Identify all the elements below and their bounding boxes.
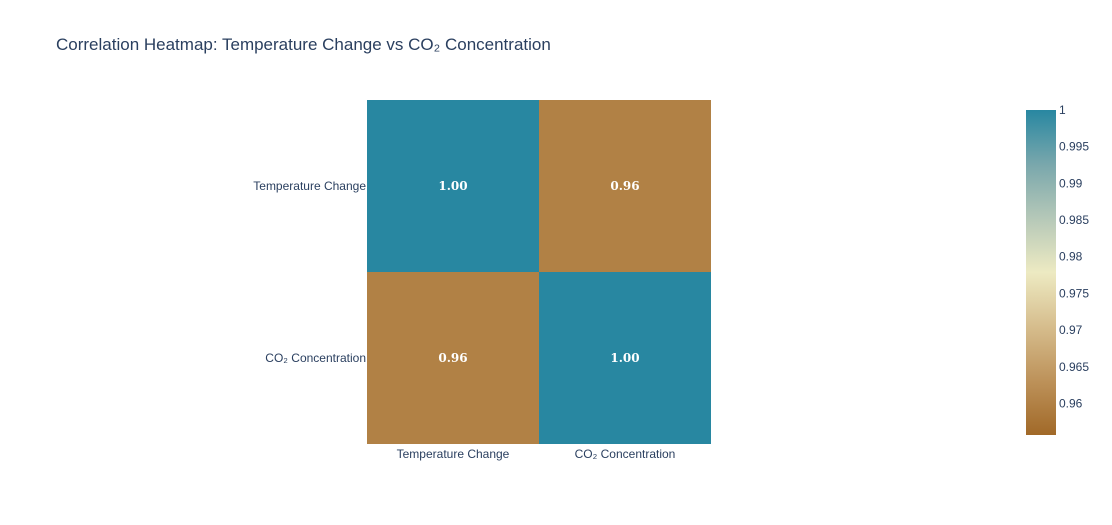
y-tick-label: Temperature Change: [253, 179, 366, 193]
y-axis-ticks: Temperature Change CO₂ Concentration: [253, 179, 366, 365]
colorbar: 0.96 0.965 0.97 0.975 0.98 0.985 0.99 0.995 1: [1026, 103, 1089, 435]
heatmap-cell-labels: 1.00 0.96 0.96 1.00: [438, 179, 639, 365]
chart-title: Correlation Heatmap: Temperature Change …: [56, 35, 551, 54]
colorbar-tick-label: 1: [1059, 103, 1066, 117]
cell-value-label: 1.00: [438, 179, 467, 193]
colorbar-tick-label: 0.98: [1059, 250, 1083, 264]
x-axis-ticks: Temperature Change CO₂ Concentration: [397, 447, 676, 461]
y-tick-label: CO₂ Concentration: [265, 351, 366, 365]
cell-value-label: 0.96: [438, 351, 467, 365]
colorbar-tick-label: 0.99: [1059, 176, 1083, 190]
heatmap-cell: [539, 100, 711, 272]
colorbar-tick-label: 0.96: [1059, 396, 1083, 410]
colorbar-tick-label: 0.975: [1059, 286, 1089, 300]
colorbar-ticks: 0.96 0.965 0.97 0.975 0.98 0.985 0.99 0.995 1: [1059, 103, 1089, 410]
x-tick-label: Temperature Change: [397, 447, 510, 461]
colorbar-gradient: [1026, 110, 1056, 435]
cell-value-label: 1.00: [610, 351, 639, 365]
colorbar-tick-label: 0.985: [1059, 213, 1089, 227]
cell-value-label: 0.96: [610, 179, 639, 193]
heatmap-cell: [367, 100, 539, 272]
x-tick-label: CO₂ Concentration: [575, 447, 676, 461]
heatmap-cell: [539, 272, 711, 444]
heatmap-cell: [367, 272, 539, 444]
colorbar-tick-label: 0.97: [1059, 323, 1083, 337]
heatmap-cells: [367, 100, 711, 444]
colorbar-tick-label: 0.995: [1059, 140, 1089, 154]
colorbar-tick-label: 0.965: [1059, 360, 1089, 374]
